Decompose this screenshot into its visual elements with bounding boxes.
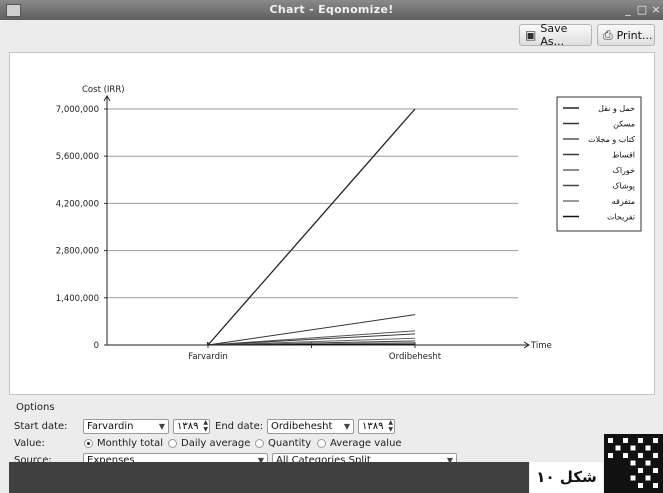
source-value: Expenses — [87, 455, 135, 466]
radio-daily-label: Daily average — [181, 438, 251, 449]
x-tick-label: Ordibehesht — [389, 352, 442, 362]
radio-daily-average[interactable]: Daily average — [168, 438, 250, 449]
legend-label: مسکن — [613, 120, 635, 129]
radio-unchecked-icon — [317, 439, 326, 448]
spin-arrows-icon: ▲ ▼ — [388, 419, 393, 433]
radio-quantity[interactable]: Quantity — [255, 438, 311, 449]
logo-dot — [653, 453, 658, 458]
chevron-down-icon: ▼ — [257, 456, 264, 465]
x-axis-label: Time — [530, 341, 552, 351]
radio-monthly-label: Monthly total — [97, 438, 164, 449]
logo-dot — [645, 445, 651, 451]
y-axis-label: Cost (IRR) — [82, 85, 125, 95]
series-line — [207, 333, 416, 346]
logo-dot — [630, 460, 636, 466]
figure-caption: شکل ۱۰ — [530, 462, 603, 493]
radio-average-value[interactable]: Average value — [317, 438, 402, 449]
start-date-label: Start date: — [14, 421, 68, 432]
chevron-down-icon: ▼ — [158, 422, 165, 431]
categories-value: All Categories Split — [276, 455, 371, 466]
logo-dot — [623, 438, 628, 443]
y-tick-label: 0 — [94, 341, 99, 351]
legend-label: کتاب و مجلات — [588, 135, 635, 144]
caption-bar — [9, 462, 529, 493]
logo-dot — [653, 483, 658, 488]
start-year-value: ۱۳۸۹ — [177, 421, 199, 432]
series-line — [207, 343, 416, 346]
spin-arrows-icon: ▲ ▼ — [203, 419, 208, 433]
x-axis-arrow-icon — [523, 341, 530, 349]
radio-checked-icon — [84, 439, 93, 448]
print-button[interactable]: ⎙ Print... — [597, 24, 655, 46]
legend-label: حمل و نقل — [598, 104, 635, 113]
save-as-label: Save As... — [540, 22, 568, 48]
logo-dot — [638, 468, 643, 473]
y-tick-label: 5,600,000 — [56, 152, 99, 162]
logo-dot — [638, 438, 643, 443]
series-line — [207, 330, 416, 346]
logo-dot — [638, 483, 643, 488]
legend-label: متفرقه — [612, 197, 635, 206]
minimize-button[interactable]: _ — [625, 3, 631, 16]
value-label: Value: — [14, 438, 45, 449]
legend-box — [556, 96, 642, 232]
print-label: Print... — [616, 28, 653, 42]
end-date-combo[interactable]: Ordibehesht ▼ — [267, 419, 354, 434]
legend-label: خوراک — [613, 166, 635, 175]
chevron-down-icon: ▼ — [446, 456, 453, 465]
publisher-logo-icon — [604, 434, 663, 493]
save-as-button[interactable]: ▣ Save As... — [519, 22, 592, 48]
y-tick-label: 4,200,000 — [56, 199, 99, 209]
end-year-value: ۱۳۸۹ — [362, 421, 384, 432]
logo-dot — [645, 460, 651, 466]
logo-dot — [653, 468, 658, 473]
chevron-down-icon: ▼ — [343, 422, 350, 431]
logo-dot — [608, 453, 613, 458]
radio-average-label: Average value — [330, 438, 402, 449]
options-heading: Options — [16, 402, 55, 413]
y-axis-arrow-icon — [103, 95, 111, 102]
end-date-label: End date: — [215, 421, 264, 432]
title-bar[interactable]: Chart - Eqonomize! _ □ × — [0, 0, 663, 20]
end-date-value: Ordibehesht — [271, 421, 333, 432]
window-menu-icon[interactable] — [6, 4, 21, 17]
legend-label: تفریحات — [607, 213, 635, 222]
logo-dot — [653, 438, 658, 443]
logo-dot — [623, 453, 628, 458]
radio-unchecked-icon — [168, 439, 177, 448]
series-line — [207, 314, 416, 346]
logo-dot — [630, 475, 636, 481]
start-date-value: Farvardin — [87, 421, 134, 432]
y-tick-label: 7,000,000 — [56, 105, 99, 115]
logo-dot — [638, 453, 643, 458]
x-tick-label: Farvardin — [188, 352, 228, 362]
y-tick-label: 1,400,000 — [56, 294, 99, 304]
source-label: Source: — [14, 455, 52, 466]
close-button[interactable]: × — [651, 3, 661, 16]
logo-dot — [645, 475, 651, 481]
window-title: Chart - Eqonomize! — [269, 3, 394, 16]
radio-quantity-label: Quantity — [268, 438, 312, 449]
end-year-spinbox[interactable]: ۱۳۸۹ ▲ ▼ — [358, 419, 395, 434]
chart-area: 0 1,400,000 2,800,000 4,200,000 5,600,000 7,0… — [9, 52, 655, 395]
series-line — [207, 108, 416, 346]
radio-unchecked-icon — [255, 439, 264, 448]
logo-dot — [615, 445, 621, 451]
save-icon: ▣ — [525, 28, 537, 42]
start-date-combo[interactable]: Farvardin ▼ — [83, 419, 169, 434]
start-year-spinbox[interactable]: ۱۳۸۹ ▲ ▼ — [173, 419, 210, 434]
legend-label: پوشاک — [612, 182, 635, 191]
printer-icon: ⎙ — [603, 27, 613, 42]
logo-dot — [630, 445, 636, 451]
radio-monthly-total[interactable]: Monthly total — [84, 438, 163, 449]
y-tick-label: 2,800,000 — [56, 247, 99, 257]
line-chart: 0 1,400,000 2,800,000 4,200,000 5,600,000 7,0… — [56, 85, 642, 362]
logo-dot — [608, 438, 613, 443]
legend-label: اقساط — [612, 151, 635, 160]
maximize-button[interactable]: □ — [636, 3, 648, 16]
